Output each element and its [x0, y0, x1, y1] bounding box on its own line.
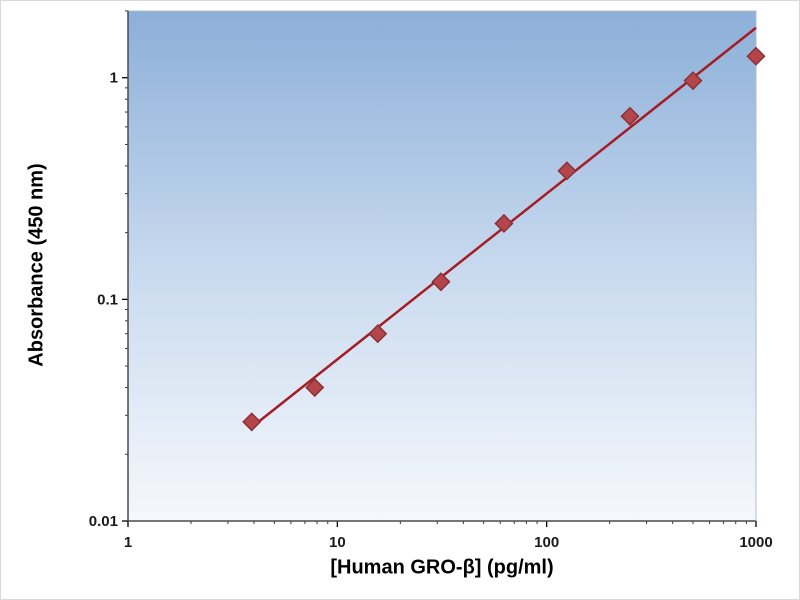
y-tick-label: 0.1	[97, 291, 118, 308]
y-axis-title: Absorbance (450 nm)	[25, 163, 48, 367]
y-tick-label: 0.01	[89, 513, 118, 530]
data-point-marker	[620, 106, 640, 126]
data-point-marker	[494, 213, 514, 234]
data-point-marker	[305, 377, 325, 398]
x-tick-label: 1	[124, 534, 132, 551]
x-axis-title: [Human GRO-β] (pg/ml)	[330, 556, 554, 579]
data-point-marker	[431, 272, 451, 292]
data-point-marker	[746, 46, 766, 66]
data-point-marker	[557, 161, 577, 181]
y-tick-label: 1	[110, 70, 118, 87]
x-tick-label: 1000	[739, 534, 772, 551]
x-tick-label: 100	[534, 534, 559, 551]
data-point-marker	[368, 324, 388, 344]
data-point-marker	[242, 412, 262, 432]
plot-area	[127, 10, 757, 522]
x-tick-label: 10	[329, 534, 346, 551]
data-point-marker	[683, 71, 703, 91]
